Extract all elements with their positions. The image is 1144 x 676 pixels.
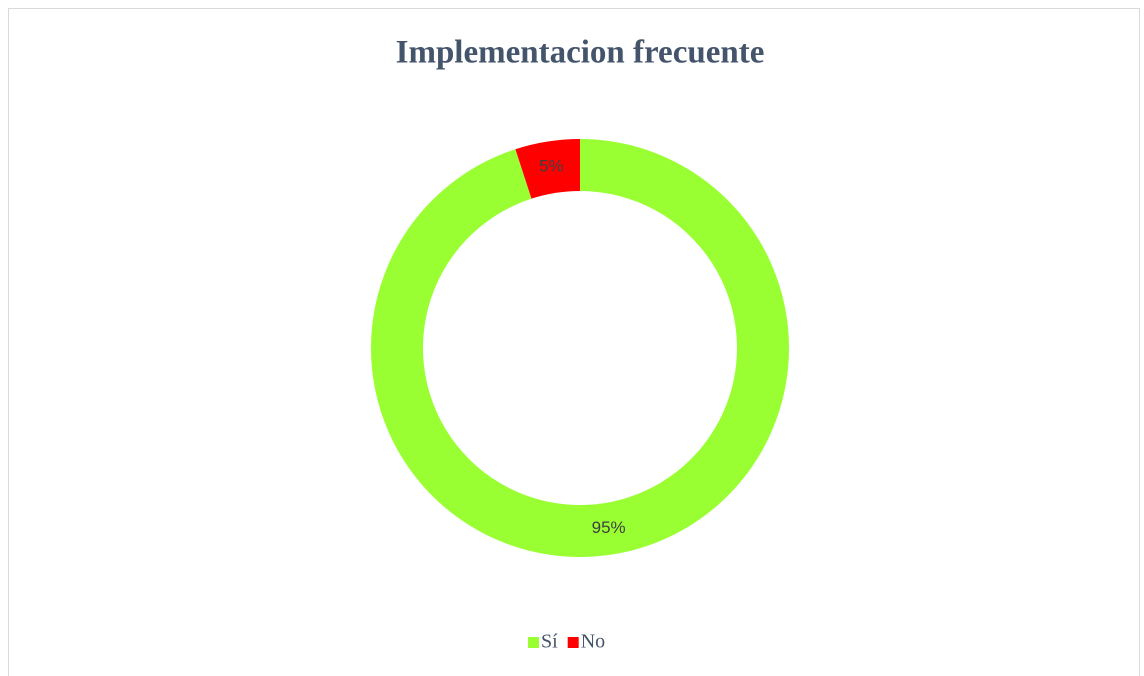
legend-swatch (567, 637, 579, 648)
data-label: 5% (539, 157, 564, 176)
legend-label: No (581, 631, 605, 653)
data-label: 95% (592, 518, 626, 537)
legend-swatch (528, 637, 539, 648)
chart-title: Implementacion frecuente (396, 35, 765, 71)
legend-label: Sí (541, 631, 558, 653)
donut-slice (515, 139, 580, 199)
chart-frame (8, 8, 1140, 676)
